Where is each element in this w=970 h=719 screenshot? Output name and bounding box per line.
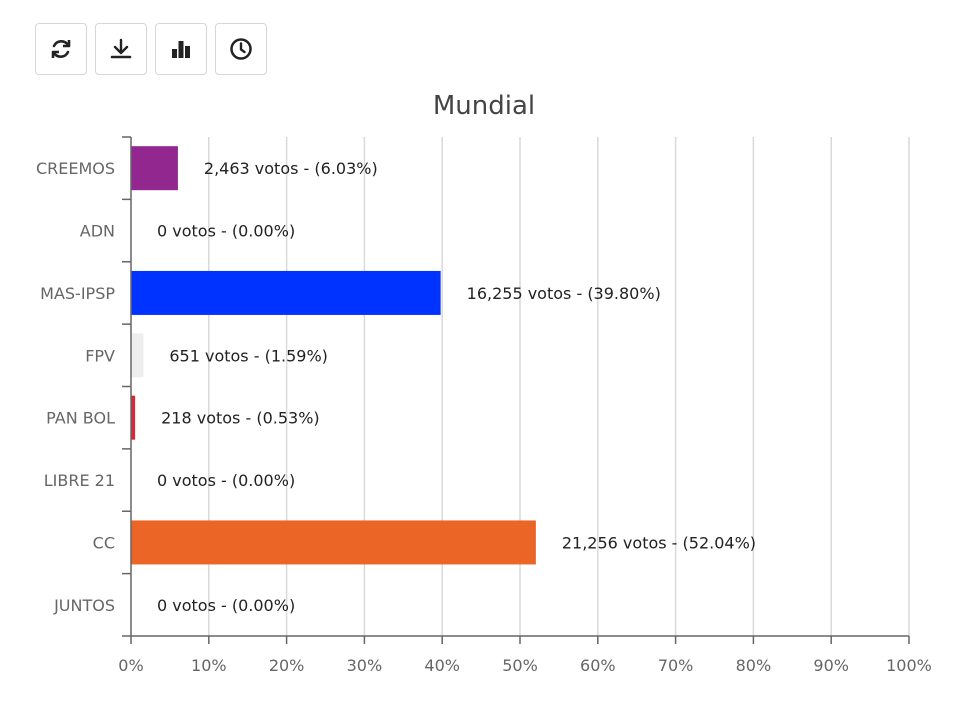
data-label: 16,255 votos - (39.80%) bbox=[467, 284, 661, 303]
chart-title: Mundial bbox=[433, 91, 535, 121]
bar[interactable] bbox=[131, 520, 536, 565]
download-button[interactable] bbox=[95, 23, 147, 75]
refresh-button[interactable] bbox=[35, 23, 87, 75]
history-button[interactable] bbox=[215, 23, 267, 75]
category-label: PAN BOL bbox=[46, 409, 115, 428]
x-tick-label: 10% bbox=[191, 656, 227, 675]
x-tick-label: 0% bbox=[118, 656, 143, 675]
category-label: FPV bbox=[85, 346, 115, 365]
data-label: 218 votos - (0.53%) bbox=[161, 409, 320, 428]
data-label: 2,463 votos - (6.03%) bbox=[204, 159, 378, 178]
data-label: 0 votos - (0.00%) bbox=[157, 596, 295, 615]
data-label: 0 votos - (0.00%) bbox=[157, 222, 295, 241]
x-tick-label: 60% bbox=[580, 656, 616, 675]
data-label: 0 votos - (0.00%) bbox=[157, 471, 295, 490]
category-label: JUNTOS bbox=[53, 596, 115, 615]
category-label: CC bbox=[93, 533, 115, 552]
data-label: 21,256 votos - (52.04%) bbox=[562, 533, 756, 552]
x-tick-label: 30% bbox=[347, 656, 383, 675]
x-tick-label: 20% bbox=[269, 656, 305, 675]
category-label: CREEMOS bbox=[36, 159, 115, 178]
bar-chart-button[interactable] bbox=[155, 23, 207, 75]
bar[interactable] bbox=[131, 395, 136, 440]
bar[interactable] bbox=[131, 333, 144, 378]
bar[interactable] bbox=[131, 270, 441, 315]
x-tick-label: 100% bbox=[886, 656, 932, 675]
x-tick-label: 40% bbox=[424, 656, 460, 675]
bar[interactable] bbox=[131, 146, 178, 191]
category-label: ADN bbox=[80, 222, 115, 241]
download-icon bbox=[110, 38, 132, 59]
category-label: MAS-IPSP bbox=[40, 284, 115, 303]
clock-icon bbox=[230, 38, 252, 60]
bar-chart-icon bbox=[172, 41, 190, 58]
x-tick-label: 80% bbox=[736, 656, 772, 675]
data-label: 651 votos - (1.59%) bbox=[169, 346, 328, 365]
refresh-icon bbox=[51, 40, 71, 58]
x-tick-label: 90% bbox=[813, 656, 849, 675]
x-tick-label: 50% bbox=[502, 656, 538, 675]
chart-toolbar bbox=[35, 23, 267, 75]
x-tick-label: 70% bbox=[658, 656, 694, 675]
category-label: LIBRE 21 bbox=[44, 471, 115, 490]
